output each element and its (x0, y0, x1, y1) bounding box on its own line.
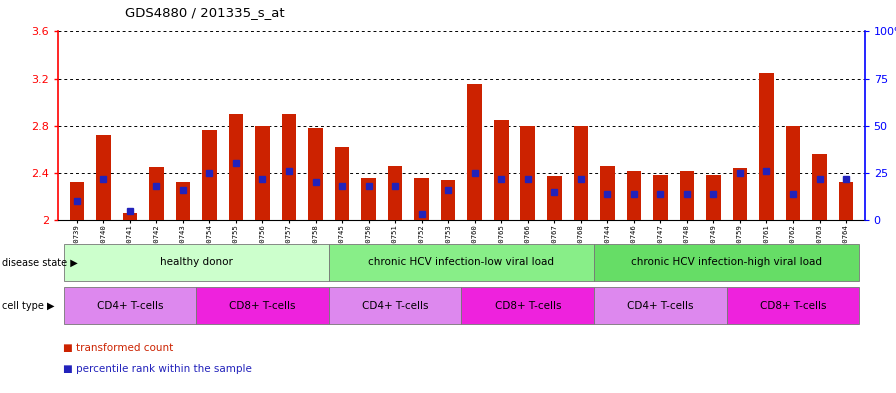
Text: ■ percentile rank within the sample: ■ percentile rank within the sample (63, 364, 252, 375)
Bar (733, 168, 747, 220)
Text: GDS4880 / 201335_s_at: GDS4880 / 201335_s_at (125, 6, 285, 19)
Bar (786, 126, 800, 220)
Bar (813, 154, 827, 220)
Text: CD4+ T-cells: CD4+ T-cells (627, 301, 694, 310)
Bar (308, 128, 323, 220)
Bar (839, 182, 853, 220)
Text: CD8+ T-cells: CD8+ T-cells (760, 301, 826, 310)
Bar (653, 175, 668, 220)
Bar (468, 84, 482, 220)
Bar (335, 147, 349, 220)
Bar (441, 180, 455, 220)
Bar (388, 166, 402, 220)
Text: CD8+ T-cells: CD8+ T-cells (229, 301, 296, 310)
Text: disease state ▶: disease state ▶ (2, 257, 78, 267)
Text: cell type ▶: cell type ▶ (2, 301, 55, 310)
Bar (70, 182, 84, 220)
Bar (626, 171, 642, 220)
Bar (149, 167, 164, 220)
Text: CD4+ T-cells: CD4+ T-cells (362, 301, 428, 310)
Text: CD8+ T-cells: CD8+ T-cells (495, 301, 561, 310)
Text: ■ transformed count: ■ transformed count (63, 343, 173, 353)
Text: healthy donor: healthy donor (159, 257, 233, 267)
Text: chronic HCV infection-high viral load: chronic HCV infection-high viral load (631, 257, 823, 267)
Bar (600, 166, 615, 220)
Bar (547, 176, 562, 220)
Bar (176, 182, 190, 220)
Text: chronic HCV infection-low viral load: chronic HCV infection-low viral load (368, 257, 555, 267)
Bar (414, 178, 429, 220)
Bar (123, 213, 137, 220)
Bar (281, 114, 297, 220)
Text: CD4+ T-cells: CD4+ T-cells (97, 301, 163, 310)
Bar (228, 114, 243, 220)
Bar (255, 126, 270, 220)
Bar (361, 178, 376, 220)
Bar (96, 135, 110, 220)
Bar (202, 130, 217, 220)
Bar (706, 175, 720, 220)
Bar (494, 120, 509, 220)
Bar (573, 126, 588, 220)
Bar (759, 73, 774, 220)
Bar (680, 171, 694, 220)
Bar (521, 126, 535, 220)
